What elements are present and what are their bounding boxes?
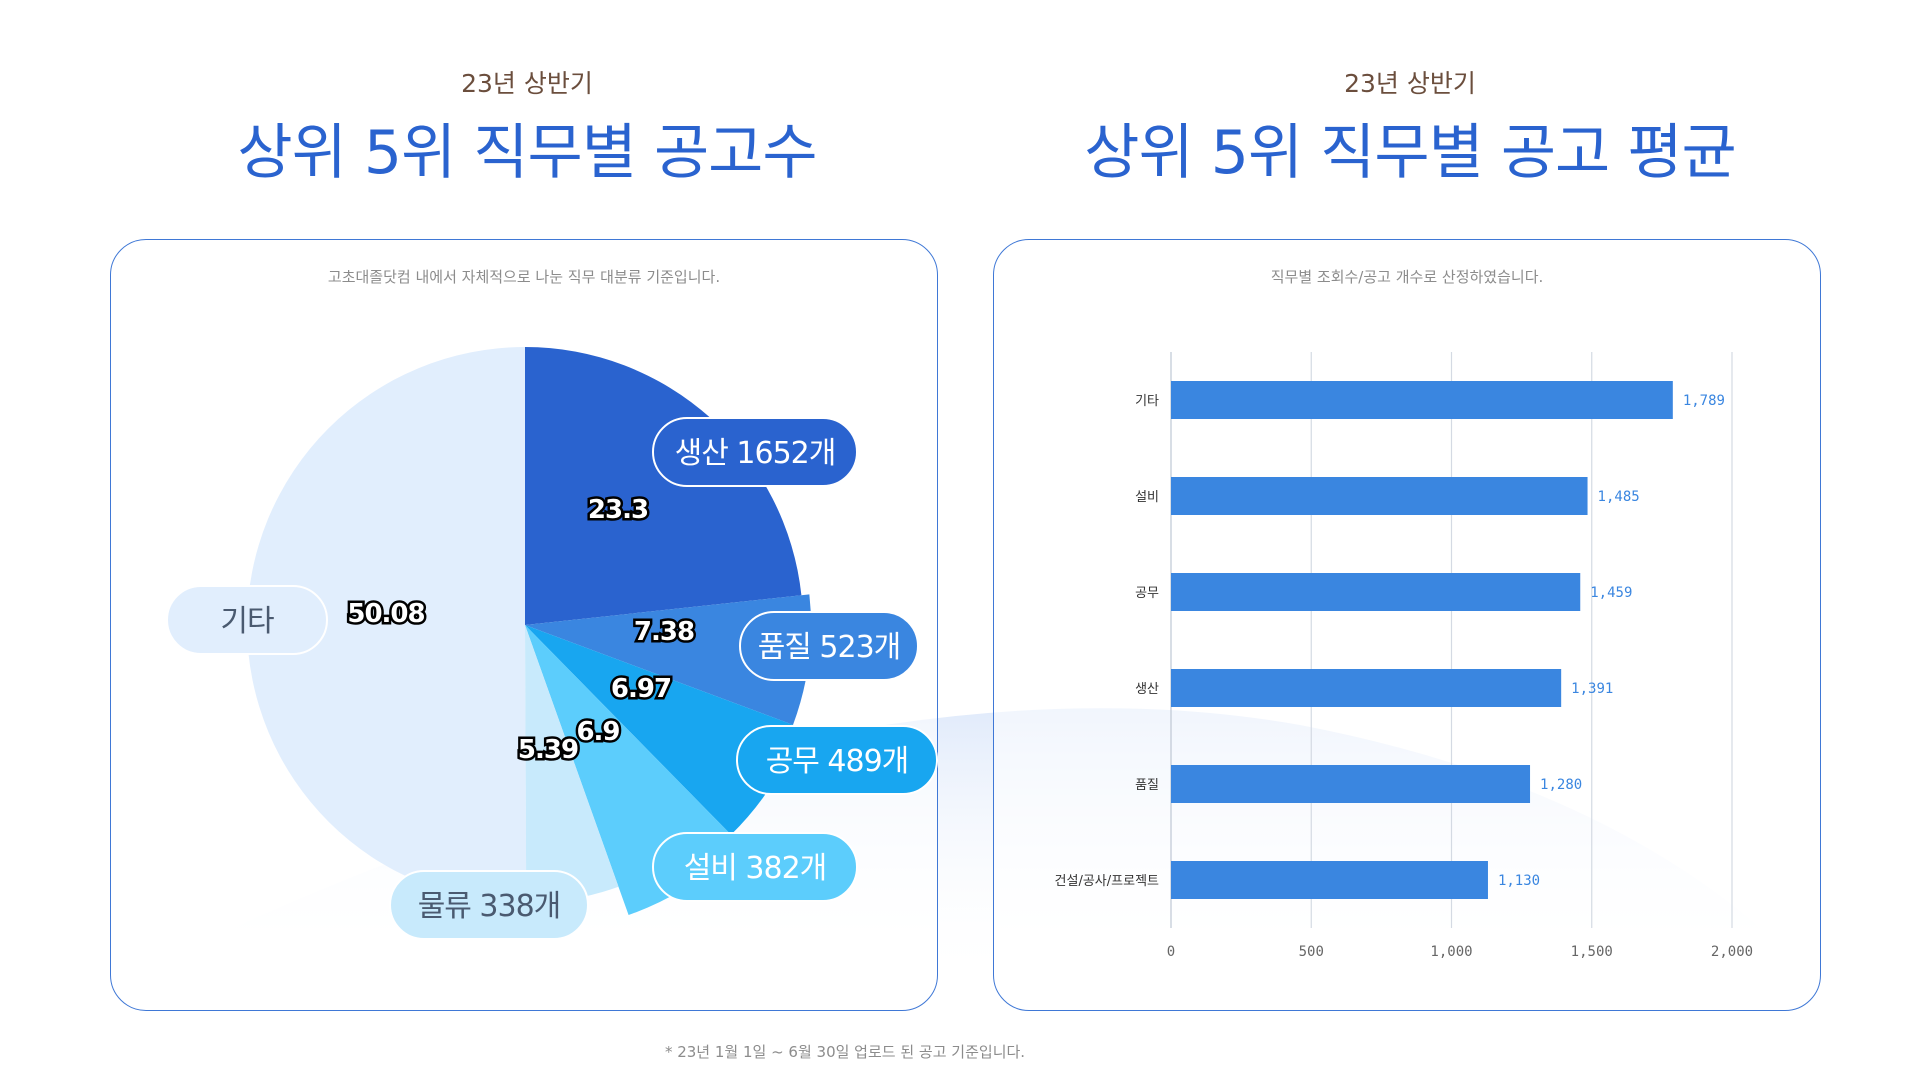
left-note: 고초대졸닷컴 내에서 자체적으로 나눈 직무 대분류 기준입니다. — [327, 268, 721, 286]
pie-value-label-quality: 7.38 — [634, 617, 694, 647]
callout-label: 생산 1652개 — [675, 436, 836, 471]
callout-label: 물류 338개 — [418, 889, 561, 924]
bar-other — [1171, 381, 1673, 419]
y-category-label: 설비 — [1135, 490, 1159, 505]
pie-value-label-equipment: 6.9 — [576, 717, 619, 747]
x-tick-label: 1,000 — [1430, 944, 1472, 960]
bar-maintenance — [1171, 573, 1581, 611]
footnote: * 23년 1월 1일 ~ 6월 30일 업로드 된 공고 기준입니다. — [664, 1043, 1026, 1061]
callout-pill — [166, 585, 328, 655]
x-tick-label: 0 — [1167, 944, 1175, 960]
callout-pill — [652, 417, 858, 487]
pie-slice-quality — [525, 594, 811, 725]
callout-maintenance: 공무 489개 — [736, 725, 938, 795]
callout-label: 공무 489개 — [766, 744, 909, 779]
bar-value-label: 1,789 — [1683, 393, 1725, 409]
bar-production — [1171, 669, 1562, 707]
pie-slice-logistics — [525, 625, 619, 903]
x-tick-label: 2,000 — [1711, 944, 1753, 960]
bar-value-label: 1,391 — [1571, 681, 1613, 697]
bar-value-label: 1,130 — [1498, 873, 1540, 889]
callout-production: 생산 1652개 — [652, 417, 858, 487]
callout-pill — [389, 870, 589, 940]
pie-value-label-maintenance: 6.97 — [611, 674, 671, 704]
callout-label: 기타 — [220, 604, 274, 639]
bar-value-label: 1,280 — [1540, 777, 1582, 793]
callout-label: 품질 523개 — [758, 630, 901, 665]
callout-quality: 품질 523개 — [739, 611, 919, 681]
bar-quality — [1171, 765, 1531, 803]
pie-slice-maintenance — [525, 625, 801, 835]
x-tick-label: 1,500 — [1571, 944, 1613, 960]
callout-pill — [739, 611, 919, 681]
bar-equipment — [1171, 477, 1588, 515]
right-title: 상위 5위 직무별 공고 평균 — [1084, 118, 1736, 188]
left-title: 상위 5위 직무별 공고수 — [237, 118, 817, 188]
right-subtitle: 23년 상반기 — [1344, 69, 1476, 98]
y-category-label: 품질 — [1135, 778, 1159, 793]
callout-pill — [652, 832, 858, 902]
right-note: 직무별 조회수/공고 개수로 산정하였습니다. — [1270, 268, 1544, 286]
y-category-label: 생산 — [1135, 682, 1159, 697]
bar-construction — [1171, 861, 1488, 899]
callout-label: 설비 382개 — [684, 851, 827, 886]
left-subtitle: 23년 상반기 — [461, 69, 593, 98]
callout-logistics: 물류 338개 — [389, 870, 589, 940]
bar-value-label: 1,485 — [1598, 489, 1640, 505]
callout-other: 기타 — [166, 585, 328, 655]
pie-slice-production — [525, 347, 802, 625]
pie-value-label-production: 23.3 — [588, 495, 648, 525]
y-category-label: 건설/공사/프로젝트 — [1055, 874, 1159, 889]
callout-equipment: 설비 382개 — [652, 832, 858, 902]
y-category-label: 기타 — [1135, 394, 1159, 409]
pie-value-label-logistics: 5.39 — [518, 735, 578, 765]
bar-value-label: 1,459 — [1590, 585, 1632, 601]
pie-slice-other — [246, 347, 527, 903]
y-category-label: 공무 — [1135, 586, 1159, 601]
x-tick-label: 500 — [1299, 944, 1324, 960]
pie-value-label-other: 50.08 — [347, 599, 424, 629]
callout-pill — [736, 725, 938, 795]
